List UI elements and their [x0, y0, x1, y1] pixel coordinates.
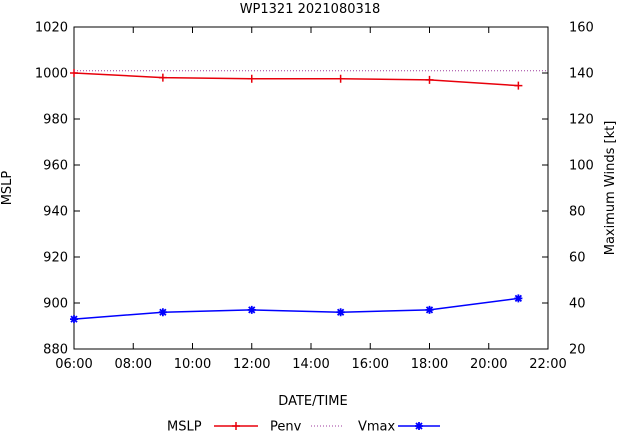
x-tick-label: 10:00	[174, 357, 211, 372]
series-mslp-point	[158, 73, 167, 82]
series-vmax-point	[425, 305, 434, 314]
y2-tick-label: 160	[569, 21, 594, 36]
series-mslp-point	[425, 75, 434, 84]
legend: MSLP Penv Vmax	[167, 420, 440, 432]
x-tick-label: 20:00	[470, 357, 507, 372]
series-vmax-point	[158, 308, 167, 317]
plot-area: 06:00 08:00 10:00 12:00 14:00 16:00 18:00 20:00…	[35, 21, 594, 373]
legend-label-penv: Penv	[270, 420, 302, 432]
plot-frame	[73, 26, 549, 350]
y-tick-label: 960	[43, 159, 68, 174]
y-tick-label: 920	[43, 251, 68, 266]
legend-label-vmax: Vmax	[358, 420, 396, 432]
legend-marker-vmax	[415, 422, 423, 430]
y-tick-label: 940	[43, 205, 68, 220]
chart-title: WP1321 2021080318	[240, 2, 381, 17]
series-mslp-line	[73, 72, 519, 87]
series-mslp-point	[514, 81, 523, 90]
y-tick-label: 880	[43, 343, 68, 358]
x-tick-label: 18:00	[411, 357, 448, 372]
y2-tick-label: 100	[569, 159, 594, 174]
y-tick-label: 980	[43, 113, 68, 128]
y-tick-label: 1020	[35, 21, 68, 36]
x-axis-title: DATE/TIME	[278, 394, 347, 409]
legend-marker-mslp	[232, 422, 240, 430]
x-tick-label: 16:00	[352, 357, 389, 372]
y2-tick-label: 120	[569, 113, 594, 128]
y2-tick-label: 80	[569, 205, 586, 220]
x-tick-label: 08:00	[115, 357, 152, 372]
y2-tick-label: 140	[569, 67, 594, 82]
x-tick-label: 14:00	[292, 357, 329, 372]
y-axis-title: MSLP	[0, 171, 15, 206]
x-tick-label: 06:00	[55, 357, 92, 372]
series-vmax-point	[247, 305, 256, 314]
x-tick-label: 12:00	[233, 357, 270, 372]
y2-axis-title: Maximum Winds [kt]	[603, 121, 618, 256]
series-vmax-line	[73, 297, 519, 320]
y2-tick-label: 60	[569, 251, 586, 266]
series-mslp-point	[247, 74, 256, 83]
x-tick-label: 22:00	[529, 357, 566, 372]
series-vmax-point	[336, 308, 345, 317]
y2-tick-label: 40	[569, 297, 586, 312]
series-mslp-point	[336, 74, 345, 83]
series-vmax-point	[514, 294, 523, 303]
y-tick-label: 1000	[35, 67, 68, 82]
series-vmax-point	[70, 315, 78, 324]
legend-label-mslp: MSLP	[167, 420, 202, 432]
y2-tick-label: 20	[569, 343, 586, 358]
y-tick-label: 900	[43, 297, 68, 312]
